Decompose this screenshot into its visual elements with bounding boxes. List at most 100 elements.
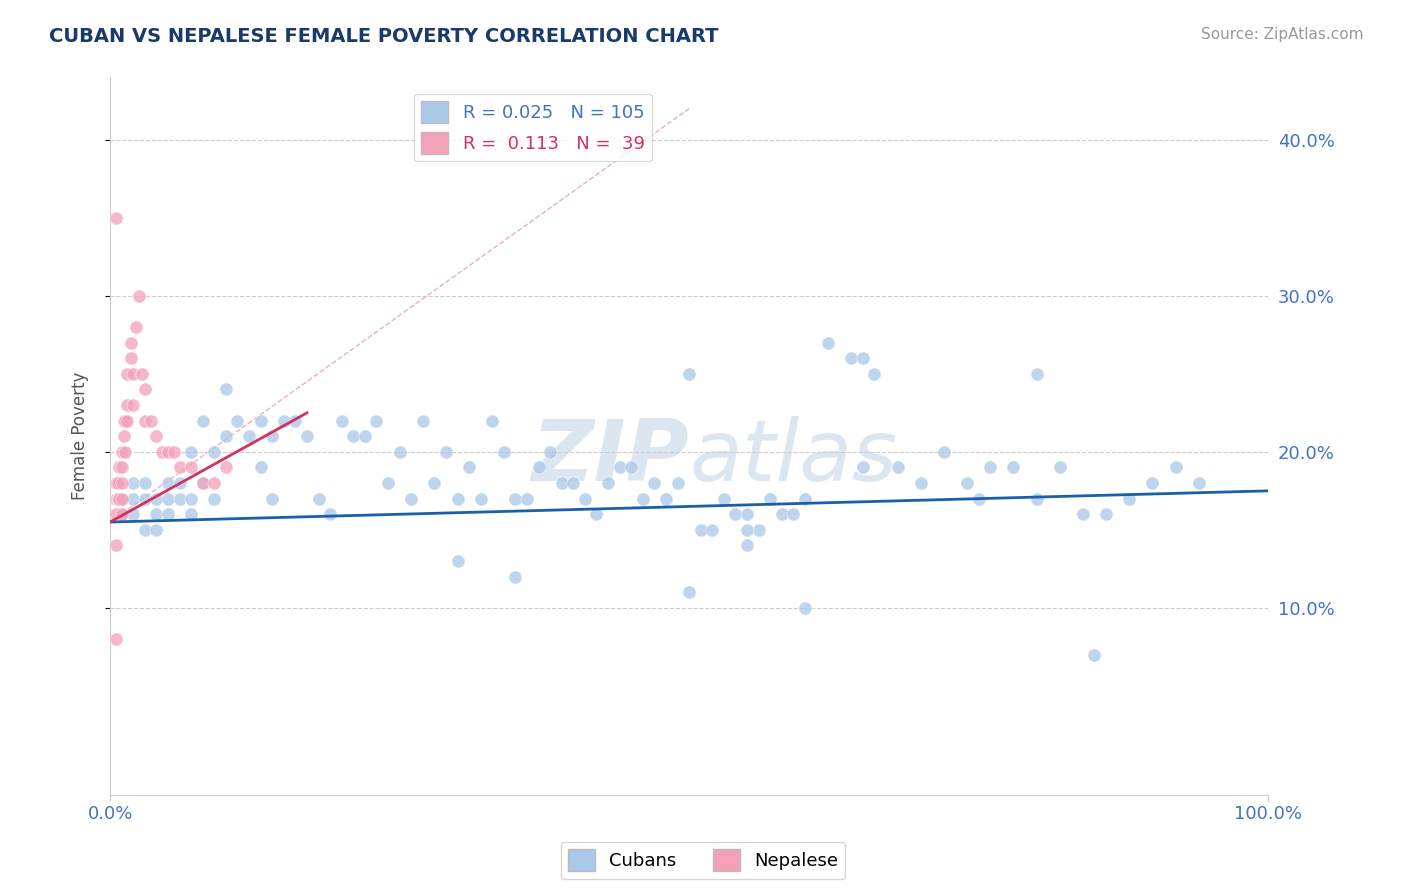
Point [724, 508, 747, 522]
Point [104, 491, 127, 506]
Point [117, 398, 139, 412]
Point [620, 460, 643, 475]
Point [979, 460, 1001, 475]
Point [342, 429, 364, 443]
Point [117, 414, 139, 428]
Point [596, 476, 619, 491]
Point [770, 508, 793, 522]
Point [434, 445, 457, 459]
Point [180, 491, 202, 506]
Point [735, 508, 758, 522]
Point [505, 569, 527, 583]
Point [1095, 508, 1118, 522]
Point [262, 491, 284, 506]
Point [1025, 367, 1047, 381]
Point [793, 491, 815, 506]
Point [551, 476, 574, 491]
Point [702, 523, 724, 537]
Point [527, 460, 550, 475]
Point [308, 491, 330, 506]
Point [180, 460, 202, 475]
Point [114, 414, 136, 428]
Point [108, 491, 131, 506]
Point [1071, 508, 1094, 522]
Point [609, 460, 631, 475]
Point [122, 508, 145, 522]
Point [574, 491, 596, 506]
Point [585, 508, 607, 522]
Point [748, 523, 770, 537]
Legend: R = 0.025   N = 105, R =  0.113   N =  39: R = 0.025 N = 105, R = 0.113 N = 39 [413, 94, 652, 161]
Point [1049, 460, 1071, 475]
Point [169, 491, 191, 506]
Text: ZIP: ZIP [531, 417, 689, 500]
Point [104, 632, 127, 646]
Point [273, 414, 295, 428]
Point [1188, 476, 1211, 491]
Point [104, 211, 127, 225]
Point [678, 585, 700, 599]
Point [104, 476, 127, 491]
Point [249, 414, 271, 428]
Point [516, 491, 538, 506]
Point [108, 460, 131, 475]
Point [202, 476, 225, 491]
Point [122, 398, 145, 412]
Point [139, 414, 162, 428]
Point [470, 491, 492, 506]
Point [134, 383, 156, 397]
Point [666, 476, 689, 491]
Point [111, 445, 134, 459]
Point [117, 367, 139, 381]
Point [111, 491, 134, 506]
Point [1118, 491, 1140, 506]
Point [112, 429, 135, 443]
Point [122, 367, 145, 381]
Point [295, 429, 318, 443]
Point [131, 367, 153, 381]
Point [505, 491, 527, 506]
Point [226, 414, 249, 428]
Point [145, 429, 167, 443]
Point [145, 523, 167, 537]
Point [388, 445, 411, 459]
Point [782, 508, 804, 522]
Point [377, 476, 399, 491]
Point [180, 445, 202, 459]
Point [678, 367, 700, 381]
Point [562, 476, 585, 491]
Point [1002, 460, 1025, 475]
Point [481, 414, 503, 428]
Point [215, 383, 238, 397]
Point [122, 491, 145, 506]
Point [412, 414, 434, 428]
Point [353, 429, 375, 443]
Point [492, 445, 515, 459]
Point [1025, 491, 1047, 506]
Point [1083, 648, 1105, 662]
Point [817, 335, 839, 350]
Point [169, 460, 191, 475]
Point [156, 476, 179, 491]
Point [735, 538, 758, 552]
Point [852, 460, 875, 475]
Point [169, 476, 191, 491]
Point [202, 445, 225, 459]
Point [458, 460, 481, 475]
Point [215, 460, 238, 475]
Point [114, 445, 136, 459]
Point [107, 491, 129, 506]
Point [104, 538, 127, 552]
Point [191, 476, 214, 491]
Point [191, 414, 214, 428]
Point [538, 445, 561, 459]
Text: Source: ZipAtlas.com: Source: ZipAtlas.com [1201, 27, 1364, 42]
Point [249, 460, 271, 475]
Point [932, 445, 955, 459]
Point [134, 476, 156, 491]
Point [191, 476, 214, 491]
Point [643, 476, 665, 491]
Point [104, 508, 127, 522]
Point [886, 460, 908, 475]
Point [967, 491, 990, 506]
